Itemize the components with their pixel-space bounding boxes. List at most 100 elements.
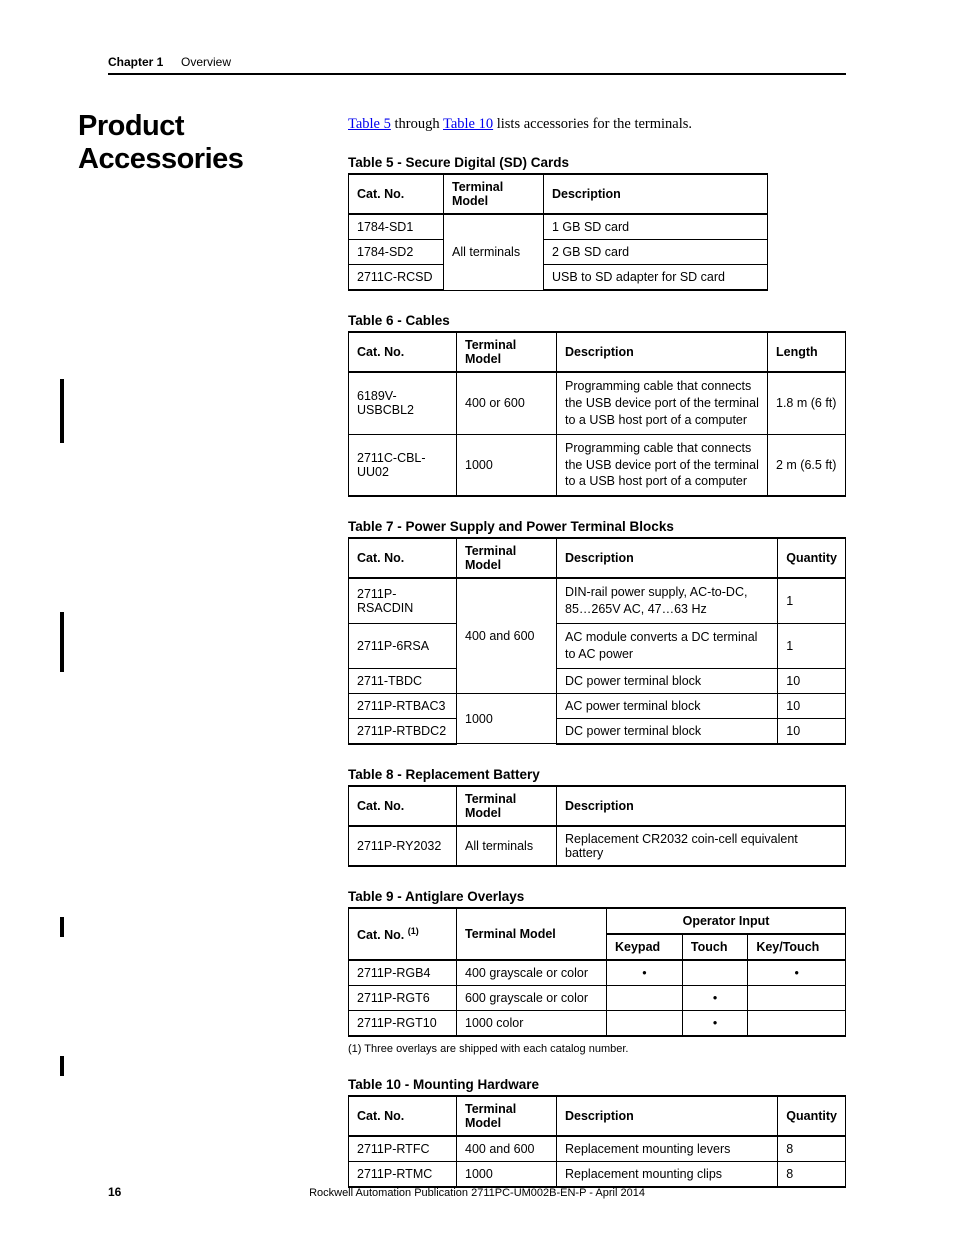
cell: 10 bbox=[778, 693, 846, 718]
cell: • bbox=[682, 985, 747, 1010]
th: Terminal Model bbox=[457, 908, 607, 960]
cell bbox=[607, 985, 683, 1010]
cell: 600 grayscale or color bbox=[457, 985, 607, 1010]
cell: 8 bbox=[778, 1161, 846, 1187]
cell: 1 bbox=[778, 624, 846, 669]
th: Operator Input bbox=[607, 908, 846, 934]
footer-publication: Rockwell Automation Publication 2711PC-U… bbox=[108, 1187, 846, 1199]
cell: 1000 bbox=[457, 693, 557, 744]
cell: DC power terminal block bbox=[557, 668, 778, 693]
table10: Cat. No. Terminal Model Description Quan… bbox=[348, 1095, 846, 1188]
table9-footnote: (1) Three overlays are shipped with each… bbox=[348, 1043, 846, 1055]
change-bar bbox=[60, 612, 64, 672]
cell: 1000 bbox=[457, 1161, 557, 1187]
th-sup: (1) bbox=[408, 926, 419, 936]
th: Terminal Model bbox=[457, 1096, 557, 1136]
table5: Cat. No. Terminal Model Description 1784… bbox=[348, 173, 768, 291]
th: Terminal Model bbox=[457, 786, 557, 826]
cell: 1784-SD2 bbox=[349, 240, 444, 265]
cell: Programming cable that connects the USB … bbox=[557, 372, 768, 434]
th: Cat. No. bbox=[349, 786, 457, 826]
table-row: 2711P-RTBDC2 DC power terminal block 10 bbox=[349, 718, 846, 744]
cell: 400 and 600 bbox=[457, 578, 557, 693]
cell bbox=[748, 985, 846, 1010]
cell: DC power terminal block bbox=[557, 718, 778, 744]
link-table10[interactable]: Table 10 bbox=[443, 116, 493, 132]
th: Terminal Model bbox=[457, 538, 557, 578]
th: Terminal Model bbox=[457, 332, 557, 372]
cell: 2 m (6.5 ft) bbox=[768, 434, 846, 496]
cell: USB to SD adapter for SD card bbox=[544, 265, 768, 291]
table-row: 2711-TBDC DC power terminal block 10 bbox=[349, 668, 846, 693]
cell: 1 bbox=[778, 578, 846, 623]
table6: Cat. No. Terminal Model Description Leng… bbox=[348, 331, 846, 497]
chapter-title: Overview bbox=[181, 55, 231, 69]
cell: 2711C-CBL-UU02 bbox=[349, 434, 457, 496]
cell: 2711C-RCSD bbox=[349, 265, 444, 291]
cell: 400 and 600 bbox=[457, 1136, 557, 1162]
th: Cat. No. bbox=[349, 1096, 457, 1136]
cell: 1 GB SD card bbox=[544, 214, 768, 240]
th: Cat. No. bbox=[349, 174, 444, 214]
cell: 2711P-RGT10 bbox=[349, 1010, 457, 1036]
th: Description bbox=[557, 332, 768, 372]
cell bbox=[607, 1010, 683, 1036]
cell: 2711P-RSACDIN bbox=[349, 578, 457, 623]
th: Length bbox=[768, 332, 846, 372]
cell: 10 bbox=[778, 718, 846, 744]
table-row: 1784-SD1 All terminals 1 GB SD card bbox=[349, 214, 768, 240]
link-table5[interactable]: Table 5 bbox=[348, 116, 391, 132]
chapter-label: Chapter 1 bbox=[108, 55, 163, 69]
table-row: 2711P-RGT6 600 grayscale or color • bbox=[349, 985, 846, 1010]
cell: 1000 color bbox=[457, 1010, 607, 1036]
th: Quantity bbox=[778, 1096, 846, 1136]
section-heading: Product Accessories bbox=[78, 110, 343, 176]
th: Touch bbox=[682, 934, 747, 960]
table-row: 6189V-USBCBL2 400 or 600 Programming cab… bbox=[349, 372, 846, 434]
th: Cat. No. bbox=[349, 538, 457, 578]
table-row: 2711P-RGT10 1000 color • bbox=[349, 1010, 846, 1036]
cell: 2711P-RY2032 bbox=[349, 826, 457, 866]
table-row: 2711C-CBL-UU02 1000 Programming cable th… bbox=[349, 434, 846, 496]
th: Description bbox=[544, 174, 768, 214]
cell: AC module converts a DC terminal to AC p… bbox=[557, 624, 778, 669]
th: Quantity bbox=[778, 538, 846, 578]
cell: Programming cable that connects the USB … bbox=[557, 434, 768, 496]
cell: AC power terminal block bbox=[557, 693, 778, 718]
table9: Cat. No. (1) Terminal Model Operator Inp… bbox=[348, 907, 846, 1037]
change-bar bbox=[60, 1056, 64, 1076]
cell: 1000 bbox=[457, 434, 557, 496]
table-row: 2711P-6RSA AC module converts a DC termi… bbox=[349, 624, 846, 669]
cell: 1784-SD1 bbox=[349, 214, 444, 240]
th: Key/Touch bbox=[748, 934, 846, 960]
cell: All terminals bbox=[457, 826, 557, 866]
table7-caption: Table 7 - Power Supply and Power Termina… bbox=[348, 519, 846, 534]
table5-caption: Table 5 - Secure Digital (SD) Cards bbox=[348, 155, 846, 170]
table-row: 2711P-RY2032 All terminals Replacement C… bbox=[349, 826, 846, 866]
table-row: 2711P-RGB4 400 grayscale or color • • bbox=[349, 960, 846, 986]
th: Description bbox=[557, 1096, 778, 1136]
content-region: Product Accessories Table 5 through Tabl… bbox=[78, 110, 846, 1188]
cell: 2711P-6RSA bbox=[349, 624, 457, 669]
th: Cat. No. bbox=[349, 332, 457, 372]
cell: Replacement CR2032 coin-cell equivalent … bbox=[557, 826, 846, 866]
change-bar bbox=[60, 379, 64, 443]
th: Cat. No. (1) bbox=[349, 908, 457, 960]
table-row: 2711P-RTBAC3 1000 AC power terminal bloc… bbox=[349, 693, 846, 718]
table-row: 1784-SD2 2 GB SD card bbox=[349, 240, 768, 265]
cell: 2711P-RTBDC2 bbox=[349, 718, 457, 744]
page-header: Chapter 1 Overview bbox=[108, 54, 846, 75]
change-bar bbox=[60, 917, 64, 937]
cell: 1.8 m (6 ft) bbox=[768, 372, 846, 434]
table-row: 2711C-RCSD USB to SD adapter for SD card bbox=[349, 265, 768, 291]
intro-mid: through bbox=[391, 116, 443, 132]
intro-suffix: lists accessories for the terminals. bbox=[493, 116, 692, 132]
table-row: 2711P-RSACDIN 400 and 600 DIN-rail power… bbox=[349, 578, 846, 623]
cell: 2711P-RTFC bbox=[349, 1136, 457, 1162]
cell bbox=[748, 1010, 846, 1036]
cell: • bbox=[607, 960, 683, 986]
cell: 2711P-RGT6 bbox=[349, 985, 457, 1010]
cell: 6189V-USBCBL2 bbox=[349, 372, 457, 434]
cell: • bbox=[748, 960, 846, 986]
cell: 2711-TBDC bbox=[349, 668, 457, 693]
